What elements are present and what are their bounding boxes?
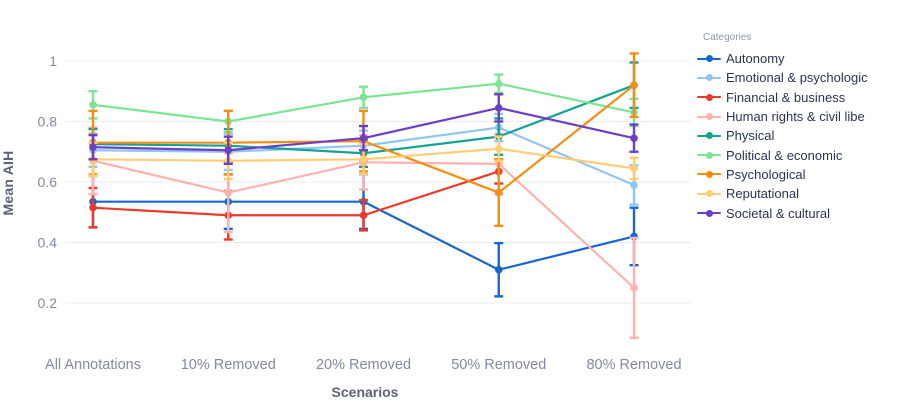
legend-swatch-icon xyxy=(697,92,721,102)
legend-item-physical[interactable]: Physical xyxy=(697,126,895,145)
data-point-societal-cultural xyxy=(89,143,97,152)
legend-title: Categories xyxy=(703,32,752,43)
y-tick-label: 0.4 xyxy=(38,235,58,251)
legend-swatch-icon xyxy=(697,73,721,83)
data-point-reputational xyxy=(630,164,638,173)
data-point-societal-cultural xyxy=(494,104,503,112)
legend-item-human-rights-civil-libe[interactable]: Human rights & civil libe xyxy=(697,107,895,126)
data-point-psychological xyxy=(630,81,638,89)
legend-item-societal-cultural[interactable]: Societal & cultural xyxy=(697,203,895,222)
x-tick-label: 50% Removed xyxy=(451,357,546,373)
legend-swatch-icon xyxy=(697,112,721,122)
legend-swatch-icon xyxy=(697,54,721,64)
data-point-reputational xyxy=(494,144,503,153)
legend: Categories Autonomy Emotional & psycholog… xyxy=(697,32,895,223)
data-point-psychological xyxy=(494,188,503,197)
legend-label: Physical xyxy=(726,128,775,144)
x-tick-label: 20% Removed xyxy=(316,357,411,373)
y-axis-title: Mean AIH xyxy=(0,150,16,216)
x-tick-label: All Annotations xyxy=(45,357,141,373)
y-tick-label: 0.8 xyxy=(38,114,58,130)
legend-item-financial-business[interactable]: Financial & business xyxy=(697,88,895,107)
data-point-emotional-psychologic xyxy=(630,181,638,189)
legend-swatch-icon xyxy=(697,189,721,199)
legend-item-autonomy[interactable]: Autonomy xyxy=(697,49,895,68)
legend-swatch-icon xyxy=(697,131,721,141)
data-point-human-rights-civil-libe xyxy=(224,188,233,197)
legend-swatch-icon xyxy=(697,208,721,218)
series-line-financial-business xyxy=(92,170,500,217)
data-point-societal-cultural xyxy=(630,134,638,142)
legend-label: Political & economic xyxy=(726,147,843,163)
y-tick-label: 0.6 xyxy=(38,174,58,190)
legend-label: Reputational xyxy=(726,186,799,202)
legend-label: Emotional & psychologic xyxy=(726,70,868,86)
data-point-financial-business xyxy=(89,203,97,212)
y-tick-label: 0.2 xyxy=(38,295,58,311)
data-point-political-economic xyxy=(359,93,368,102)
data-point-societal-cultural xyxy=(224,146,233,155)
data-point-reputational xyxy=(359,155,368,164)
legend-swatch-icon xyxy=(697,169,721,179)
legend-item-psychological[interactable]: Psychological xyxy=(697,165,895,184)
x-tick-label: 80% Removed xyxy=(586,357,681,373)
legend-label: Financial & business xyxy=(726,89,846,105)
legend-label: Human rights & civil libe xyxy=(726,109,865,125)
data-point-societal-cultural xyxy=(359,134,368,142)
data-point-political-economic xyxy=(494,79,503,88)
data-point-financial-business xyxy=(359,211,368,220)
y-tick-label: 1 xyxy=(49,53,57,69)
legend-item-emotional-psychologic[interactable]: Emotional & psychologic xyxy=(697,68,895,87)
legend-label: Autonomy xyxy=(726,51,785,67)
legend-swatch-icon xyxy=(697,150,721,160)
legend-item-political-economic[interactable]: Political & economic xyxy=(697,145,895,164)
data-point-political-economic xyxy=(89,101,97,109)
legend-items: Autonomy Emotional & psychologic Financial… xyxy=(697,49,895,223)
data-point-human-rights-civil-libe xyxy=(630,284,638,292)
legend-label: Societal & cultural xyxy=(726,205,831,221)
legend-label: Psychological xyxy=(726,166,806,182)
x-axis-title: Scenarios xyxy=(331,384,399,400)
legend-item-reputational[interactable]: Reputational xyxy=(697,184,895,203)
data-point-autonomy xyxy=(494,265,503,274)
x-tick-label: 10% Removed xyxy=(181,357,276,373)
